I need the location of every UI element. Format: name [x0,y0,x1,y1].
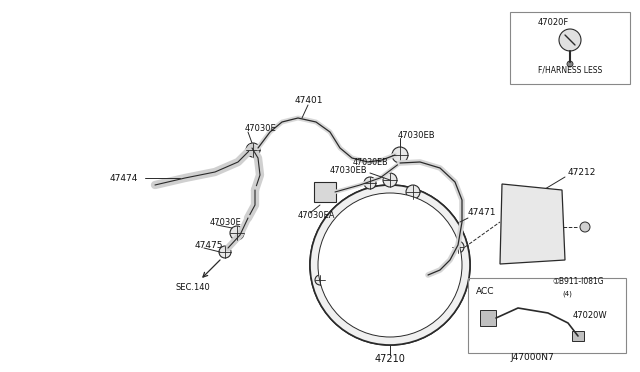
Circle shape [508,242,516,250]
Text: 47030E: 47030E [210,218,242,227]
Text: 47020F: 47020F [538,17,569,26]
Circle shape [508,196,516,204]
Text: 47020W: 47020W [573,311,607,321]
Text: ①B911-I081G: ①B911-I081G [552,278,604,286]
Text: (4): (4) [562,291,572,297]
Circle shape [559,29,581,51]
Text: ACC: ACC [476,288,495,296]
Text: SEC.140: SEC.140 [175,283,210,292]
Text: 47212: 47212 [568,167,596,176]
Circle shape [230,226,244,240]
Circle shape [364,177,376,189]
Circle shape [219,246,231,258]
Circle shape [406,185,420,199]
Circle shape [382,257,398,273]
Text: 47210: 47210 [374,354,405,364]
Circle shape [383,173,397,187]
Polygon shape [500,184,565,264]
Circle shape [580,222,590,232]
Bar [480,310,496,326]
Circle shape [546,242,554,250]
Text: 47474: 47474 [110,173,138,183]
Text: J47000N7: J47000N7 [510,353,554,362]
Circle shape [452,241,464,253]
Text: 47471: 47471 [468,208,497,217]
Circle shape [246,143,260,157]
Text: 47030EB: 47030EB [352,157,388,167]
Text: 47030EB: 47030EB [330,166,367,174]
Circle shape [310,185,470,345]
Bar [572,331,584,341]
Circle shape [567,61,573,67]
Text: 47475: 47475 [195,241,223,250]
Circle shape [318,193,462,337]
FancyBboxPatch shape [314,182,336,202]
Text: 47030EA: 47030EA [298,211,335,219]
Bar [510,12,630,84]
Bar [468,278,626,353]
Text: F/HARNESS LESS: F/HARNESS LESS [538,65,602,74]
Circle shape [375,250,405,280]
Circle shape [546,196,554,204]
Text: 47401: 47401 [295,96,323,105]
Text: 47030E: 47030E [245,124,276,132]
Circle shape [315,275,325,285]
Circle shape [392,147,408,163]
Circle shape [520,210,544,234]
Text: 47030EB: 47030EB [398,131,436,140]
